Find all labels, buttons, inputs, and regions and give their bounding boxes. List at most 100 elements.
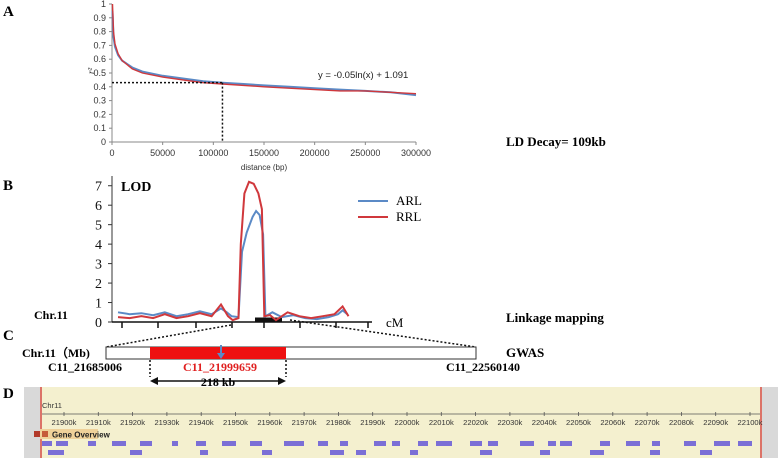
ruler-tick-label: 22020k xyxy=(463,418,488,427)
gene-feature[interactable] xyxy=(196,441,206,446)
ld-y-tick-label: 0.6 xyxy=(93,54,106,64)
gene-feature[interactable] xyxy=(318,441,328,446)
ld-y-tick-label: 0.4 xyxy=(93,82,106,92)
right-marker-label: C11_22560140 xyxy=(446,360,520,374)
ld-y-axis-label: r² xyxy=(86,67,96,74)
ld-y-tick-label: 0.5 xyxy=(93,68,106,78)
browser-track-area xyxy=(40,387,762,458)
gene-feature[interactable] xyxy=(418,441,428,446)
ld-x-tick-label: 300000 xyxy=(401,148,431,158)
ruler-tick-label: 21920k xyxy=(120,418,145,427)
gene-feature[interactable] xyxy=(42,441,52,446)
gwas-chr-label: Chr.11（Mb) xyxy=(22,345,90,360)
gene-feature[interactable] xyxy=(262,450,272,455)
gene-feature[interactable] xyxy=(626,441,640,446)
gene-feature[interactable] xyxy=(56,441,68,446)
gene-feature[interactable] xyxy=(172,441,178,446)
panel-a-letter: A xyxy=(3,4,14,20)
ld-fit-equation: y = -0.05ln(x) + 1.091 xyxy=(318,70,408,81)
left-marker-label: C11_21685006 xyxy=(48,360,122,374)
gene-feature[interactable] xyxy=(650,450,660,455)
gene-feature[interactable] xyxy=(436,441,452,446)
ld-y-tick-label: 0 xyxy=(101,137,106,147)
gene-feature[interactable] xyxy=(590,450,604,455)
gene-feature[interactable] xyxy=(520,441,534,446)
gene-feature[interactable] xyxy=(130,450,142,455)
gene-feature[interactable] xyxy=(652,441,660,446)
ruler-tick-label: 22100k xyxy=(738,418,763,427)
panel-b-letter: B xyxy=(3,178,13,194)
ruler-tick-label: 22000k xyxy=(395,418,420,427)
gene-feature[interactable] xyxy=(140,441,152,446)
gwas-label: GWAS xyxy=(506,345,544,360)
arl-lod-line xyxy=(117,209,348,321)
gene-feature[interactable] xyxy=(48,450,64,455)
gene-feature[interactable] xyxy=(284,441,304,446)
gene-feature[interactable] xyxy=(470,441,482,446)
ld-x-tick-label: 200000 xyxy=(300,148,330,158)
gene-feature[interactable] xyxy=(714,441,730,446)
ruler-tick-label: 21940k xyxy=(189,418,214,427)
linkage-mapping-label: Linkage mapping xyxy=(506,310,604,325)
ld-y-tick-label: 0.3 xyxy=(93,96,106,106)
ld-x-tick-label: 100000 xyxy=(198,148,228,158)
ruler-tick-label: 22060k xyxy=(600,418,625,427)
gene-feature[interactable] xyxy=(480,450,492,455)
center-marker-label: C11_21999659 xyxy=(183,360,257,374)
gene-overview-label: Gene Overview xyxy=(52,431,111,440)
ruler-tick-label: 22030k xyxy=(497,418,522,427)
interval-length-label: 218 kb xyxy=(201,375,236,389)
ld-y-tick-label: 0.8 xyxy=(93,27,106,37)
gene-feature[interactable] xyxy=(356,450,366,455)
collapse-track-icon[interactable] xyxy=(34,431,40,437)
gene-feature[interactable] xyxy=(392,441,400,446)
legend-arl-label: ARL xyxy=(396,193,422,208)
gene-feature[interactable] xyxy=(560,441,572,446)
gene-overview-header xyxy=(40,429,98,439)
gene-feature[interactable] xyxy=(330,450,344,455)
ld-x-tick-label: 0 xyxy=(109,148,114,158)
gwas-region-diagram: Chr.11（Mb) GWAS C11_21685006 C11_2199965… xyxy=(22,345,544,389)
gene-feature[interactable] xyxy=(340,441,348,446)
gene-feature[interactable] xyxy=(488,441,498,446)
gene-feature[interactable] xyxy=(600,441,610,446)
gene-feature[interactable] xyxy=(200,450,208,455)
lod-y-tick-label: 3 xyxy=(95,258,102,273)
ruler-tick-label: 21990k xyxy=(360,418,385,427)
zoom-line-left xyxy=(105,324,232,348)
gene-feature[interactable] xyxy=(112,441,126,446)
ld-x-tick-label: 50000 xyxy=(150,148,175,158)
ld-series-red-line xyxy=(111,3,417,95)
linkage-lod-chart: LOD 0 1 2 3 4 5 6 7 ARL RRL Chr.11 cM xyxy=(34,176,422,331)
ld-x-tick-label: 250000 xyxy=(350,148,380,158)
gene-feature[interactable] xyxy=(738,441,752,446)
linkage-chr-label: Chr.11 xyxy=(34,308,68,322)
gene-feature[interactable] xyxy=(250,441,262,446)
gene-feature[interactable] xyxy=(700,450,712,455)
gene-feature[interactable] xyxy=(410,450,418,455)
panel-d-letter: D xyxy=(3,386,14,402)
ld-y-tick-label: 0.7 xyxy=(93,40,106,50)
ld-x-axis-label: distance (bp) xyxy=(241,163,288,172)
gene-feature[interactable] xyxy=(88,441,96,446)
interval-arrow-right xyxy=(278,377,286,385)
ruler-tick-label: 22010k xyxy=(429,418,454,427)
lod-y-tick-label: 4 xyxy=(95,238,102,253)
ld-decay-chart: 0 0.1 0.2 0.3 0.4 0.5 0.6 0.7 0.8 0.9 1 0 50000 1000… xyxy=(86,0,431,172)
lod-y-tick-label: 5 xyxy=(95,219,102,234)
ld-y-tick-label: 0.1 xyxy=(93,123,106,133)
lod-y-tick-label: 0 xyxy=(95,316,102,331)
ruler-tick-label: 22090k xyxy=(703,418,728,427)
lod-axis-label: LOD xyxy=(121,180,151,195)
gene-feature[interactable] xyxy=(684,441,696,446)
track-settings-icon[interactable] xyxy=(42,431,48,437)
gene-feature[interactable] xyxy=(540,450,550,455)
gene-feature[interactable] xyxy=(222,441,236,446)
gene-feature[interactable] xyxy=(548,441,556,446)
browser-chr-label: Chr11 xyxy=(42,401,62,410)
lod-legend: ARL RRL xyxy=(358,193,422,224)
ruler-tick-label: 21970k xyxy=(292,418,317,427)
ruler-tick-label: 21950k xyxy=(223,418,248,427)
gene-feature[interactable] xyxy=(374,441,386,446)
